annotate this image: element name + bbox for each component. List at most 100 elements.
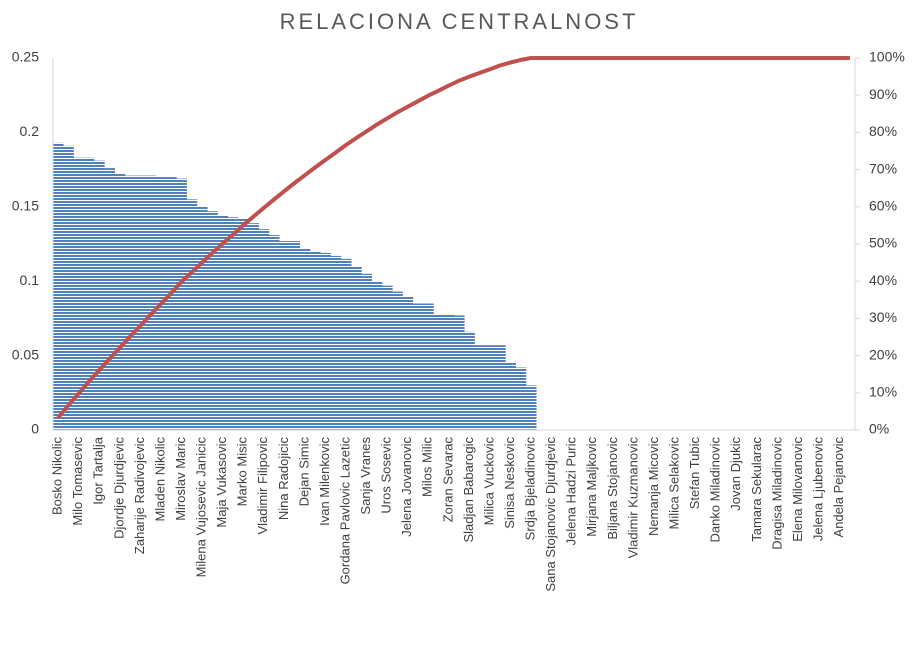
bar: [207, 211, 218, 430]
y2-tick-label: 50%: [869, 235, 897, 251]
x-tick-label: Dejan Simic: [296, 437, 311, 507]
bar: [299, 248, 311, 430]
x-tick-label: Elena Milovanovic: [790, 437, 805, 542]
y2-tick-label: 10%: [869, 384, 897, 400]
y-tick-label: 0.2: [20, 123, 40, 139]
x-tick-label: Gordana Pavlovic Lazetic: [337, 437, 352, 585]
bar: [525, 385, 537, 430]
x-tick-label: Vladimir Filipovic: [255, 437, 270, 535]
x-tick-label: Mirjana Maljkovic: [584, 437, 599, 537]
bar: [258, 229, 270, 430]
bar: [186, 199, 198, 430]
bar: [63, 145, 74, 431]
bar: [340, 258, 352, 430]
x-tick-label: Nemanja Micovic: [646, 437, 661, 536]
bar: [371, 281, 383, 430]
bar: [515, 367, 527, 430]
bar: [454, 315, 465, 430]
x-tick-label: Biljana Stojanovic: [605, 437, 620, 540]
x-tick-label: Jelena Jovanovic: [399, 437, 414, 537]
bar: [382, 285, 393, 430]
x-tick-label: Tamara Sekularac: [749, 437, 764, 542]
x-tick-label: Marko Misic: [235, 437, 250, 507]
bar: [423, 303, 434, 430]
bar: [83, 157, 95, 431]
x-tick-label: Miroslav Maric: [173, 437, 188, 521]
bar: [412, 303, 424, 430]
bar: [402, 296, 414, 430]
bar: [104, 168, 115, 430]
y-tick-label: 0.25: [12, 49, 39, 65]
bar: [166, 177, 177, 430]
x-tick-label: Maja Vukasovic: [214, 437, 229, 528]
bar: [227, 217, 239, 430]
x-tick-label: Milica Vuckovic: [481, 437, 496, 526]
x-tick-label: Dragisa Miladinovic: [769, 437, 784, 550]
bar: [443, 313, 455, 430]
bar: [94, 160, 105, 430]
bar: [114, 174, 126, 430]
x-tick-label: Mladen Nikolic: [152, 437, 167, 522]
x-tick-label: Igor Tartalja: [91, 436, 106, 504]
bar: [217, 215, 229, 430]
x-tick-label: Sana Stojanovic Djurdjevic: [543, 437, 558, 592]
bar: [289, 241, 301, 430]
chart-title: RELACIONA CENTRALNOST: [280, 9, 639, 34]
bar: [392, 291, 403, 430]
x-tick-label: Andela Pejanovic: [831, 437, 846, 538]
bar: [135, 175, 146, 430]
bar: [464, 331, 475, 430]
y2-tick-label: 80%: [869, 123, 897, 139]
y2-tick-label: 60%: [869, 198, 897, 214]
bar: [433, 313, 445, 430]
bar: [238, 218, 249, 430]
bar: [196, 206, 208, 430]
bar: [330, 255, 342, 430]
x-tick-label: Vladimir Kuzmanovic: [625, 437, 640, 559]
y-tick-label: 0.1: [20, 272, 40, 288]
cumulative-line: [56, 56, 850, 419]
x-tick-label: Milo Tomasevic: [70, 437, 85, 526]
bar: [53, 142, 64, 431]
bar: [474, 345, 486, 430]
y2-tick-label: 0%: [869, 421, 889, 437]
x-tick-label: Danko Miladinovic: [708, 437, 723, 543]
x-tick-label: Uros Sosevic: [379, 437, 394, 514]
bar: [484, 345, 496, 430]
bar: [279, 241, 290, 430]
x-tick-label: Zoran Sevarac: [440, 437, 455, 523]
bar: [73, 157, 85, 431]
x-tick-label: Stefan Tubic: [687, 437, 702, 510]
bar: [248, 223, 259, 430]
x-tick-label: Jovan Djukic: [728, 437, 743, 511]
bar: [505, 363, 516, 430]
y2-tick-label: 100%: [869, 49, 905, 65]
y2-tick-label: 30%: [869, 309, 897, 325]
bar: [176, 178, 187, 430]
x-tick-label: Milena Vujosevic Janicic: [194, 437, 209, 578]
x-tick-label: Nina Radojicic: [276, 437, 291, 521]
x-tick-label: Milica Selakovic: [667, 437, 682, 530]
x-tick-label: Ivan Milenkovic: [317, 437, 332, 526]
y-tick-label: 0.05: [12, 346, 39, 362]
x-tick-label: Milos Milic: [420, 437, 435, 497]
y-tick-label: 0.15: [12, 198, 39, 214]
bar: [351, 266, 362, 430]
bar: [310, 251, 321, 430]
y2-tick-label: 70%: [869, 160, 897, 176]
x-tick-label: Jelena Ljubenovic: [810, 437, 825, 542]
y-tick-label: 0: [31, 421, 39, 437]
bar: [320, 252, 331, 430]
bar: [145, 175, 157, 430]
x-tick-label: Djordje Djurdjevic: [111, 437, 126, 539]
x-tick-label: Jelena Hadzi Puric: [564, 437, 579, 546]
x-tick-label: Srdja Bjeladinovic: [523, 437, 538, 541]
y2-tick-label: 90%: [869, 86, 897, 102]
bar: [268, 235, 280, 430]
x-tick-label: Sinisa Neskovic: [502, 437, 517, 529]
y2-tick-label: 40%: [869, 272, 897, 288]
x-tick-label: Sanja Vranes: [358, 437, 373, 515]
bar: [495, 345, 506, 430]
y2-tick-label: 20%: [869, 346, 897, 362]
